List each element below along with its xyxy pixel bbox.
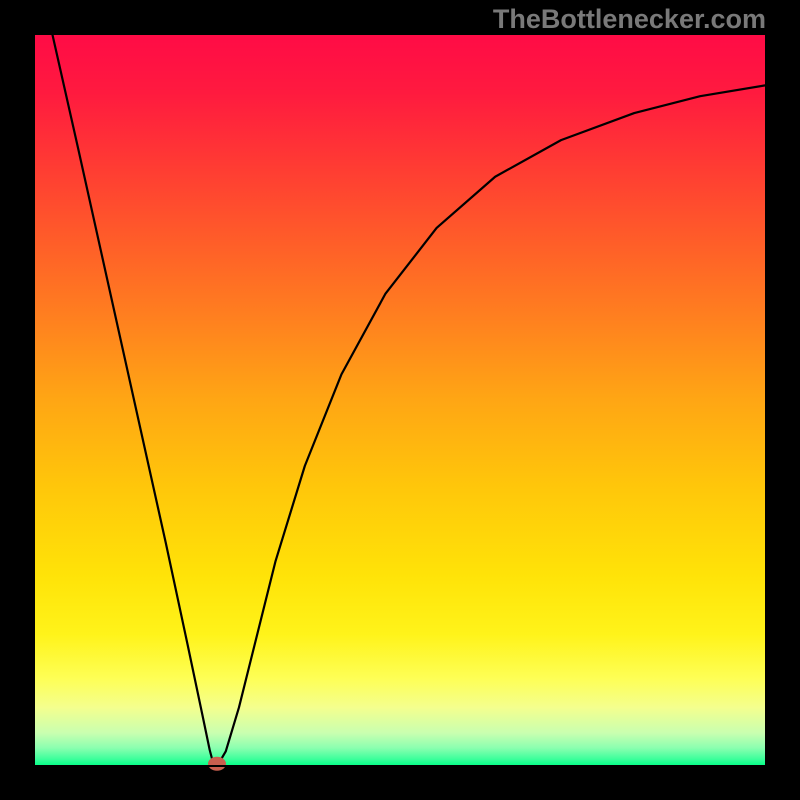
optimum-marker [208, 757, 226, 771]
watermark-text: TheBottlenecker.com [493, 4, 766, 35]
plot-background [34, 34, 766, 766]
chart-svg [0, 0, 800, 800]
